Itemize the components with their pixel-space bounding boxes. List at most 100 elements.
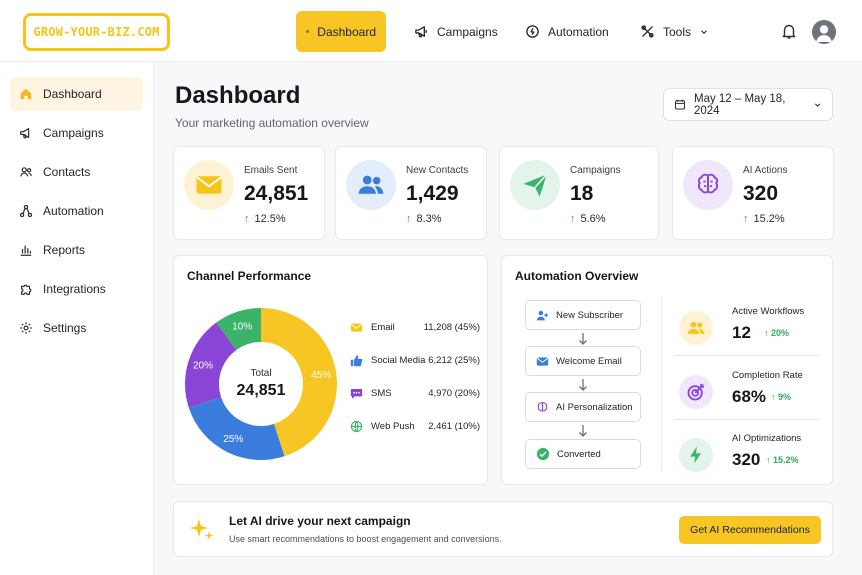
topnav-campaigns[interactable]: Campaigns [404,11,508,52]
sidebar-item-reports[interactable]: Reports [10,233,143,267]
sidebar-item-contacts[interactable]: Contacts [10,155,143,189]
get-ai-recommendations-button[interactable]: Get AI Recommendations [679,516,821,544]
thumbs-up-icon [350,354,363,366]
stat-card-ai-actions[interactable]: AI Actions 320 ↑ 15.2% [672,146,834,240]
topnav-automation[interactable]: Automation [515,11,619,52]
add-user-icon [536,310,549,320]
topnav-label: Automation [548,24,609,39]
flow-step-new-subscriber[interactable]: New Subscriber [525,300,641,330]
donut-slice-label: 20% [193,361,213,372]
sidebar-item-label: Settings [43,321,87,335]
cta-subtitle: Use smart recommendations to boost engag… [229,534,502,544]
page-subtitle: Your marketing automation overview [175,116,369,130]
flow-step-label: Welcome Email [556,355,622,367]
donut-slice-label: 25% [223,434,243,445]
envelope-icon [184,160,234,210]
stat-change: ↑ 15.2% [743,213,785,225]
logo-text: GROW-YOUR-BIZ.COM [33,25,160,39]
sidebar-item-label: Dashboard [43,87,102,101]
legend-item-email: Email 11,208 (45%) [350,318,480,336]
sidebar: Dashboard Campaigns Contacts Automation … [0,62,154,575]
legend-item-sms: SMS 4,970 (20%) [350,384,480,402]
topnav-label: Tools [663,24,692,39]
metric-change: ↑ 15.2% [766,455,799,465]
chevron-down-icon [701,29,707,34]
stat-change: ↑ 8.3% [406,213,442,225]
sidebar-item-integrations[interactable]: Integrations [10,272,143,306]
flow-step-converted[interactable]: Converted [525,439,641,469]
globe-icon [350,420,363,432]
topnav-dashboard[interactable]: Dashboard [296,11,386,52]
panel-title: Automation Overview [515,269,639,283]
arrow-down-icon [579,425,587,437]
donut-slice-label: 10% [232,321,252,332]
users-icon [679,311,713,345]
arrow-up-icon: ↑ [406,213,412,225]
stat-label: AI Actions [743,165,788,176]
check-circle-icon [536,447,550,461]
user-avatar-icon[interactable] [812,20,836,44]
brand-logo[interactable]: GROW-YOUR-BIZ.COM [23,13,170,51]
stat-label: New Contacts [406,165,469,176]
automation-icon [19,204,33,218]
stat-card-emails-sent[interactable]: Emails Sent 24,851 ↑ 12.5% [173,146,325,240]
flow-step-ai-personalization[interactable]: AI Personalization [525,392,641,422]
donut-chart: 45% 25% 20% 10% Total 24,851 [185,308,337,460]
home-icon [20,88,32,100]
sidebar-item-automation[interactable]: Automation [10,194,143,228]
legend-value: 4,970 (20%) [428,387,480,399]
sidebar-item-label: Reports [43,243,86,257]
legend-name: Web Push [371,420,415,432]
tools-icon [641,25,654,38]
arrow-up-icon: ↑ [244,213,250,225]
top-bar: GROW-YOUR-BIZ.COM Dashboard Campaigns Au… [0,0,862,62]
stat-change: ↑ 12.5% [244,213,286,225]
panel-title: Channel Performance [187,269,312,283]
sidebar-item-settings[interactable]: Settings [10,311,143,345]
date-range-picker[interactable]: May 12 – May 18, 2024 [663,88,833,121]
paper-plane-icon [510,160,560,210]
legend-value: 6,212 (25%) [428,354,480,366]
stat-value: 18 [570,182,594,205]
chat-icon [350,388,363,399]
date-range-text: May 12 – May 18, 2024 [693,92,786,117]
stat-value: 24,851 [244,182,309,205]
metric-change: ↑ 20% [764,328,790,338]
target-icon [679,375,713,409]
divider [661,296,662,471]
legend-value: 2,461 (10%) [428,420,480,432]
bell-icon[interactable] [780,22,798,40]
grid-icon [306,30,310,33]
sidebar-item-label: Integrations [43,282,106,296]
arrow-down-icon [579,333,587,345]
donut-center-label: Total [250,368,271,379]
legend-name: SMS [371,387,392,399]
contacts-icon [20,167,32,177]
channel-performance-panel: Channel Performance 45% 25% 20% 10% Total 2… [173,255,488,485]
envelope-icon [536,356,549,366]
page-title: Dashboard [175,82,301,109]
metric-value: 68% [732,387,767,406]
cta-title: Let AI drive your next campaign [229,514,411,528]
metric-label: Active Workflows [732,306,805,317]
legend-value: 11,208 (45%) [423,321,480,333]
sidebar-item-label: Contacts [43,165,91,179]
sidebar-item-dashboard[interactable]: Dashboard [10,77,143,111]
donut-hole [219,342,303,426]
topnav-tools[interactable]: Tools [630,11,719,52]
metric-value: 12 [732,323,751,342]
legend-item-web-push: Web Push 2,461 (10%) [350,417,480,435]
flow-step-welcome-email[interactable]: Welcome Email [525,346,641,376]
ai-cta-banner: Let AI drive your next campaign Use smar… [173,501,833,557]
legend-item-social-media: Social Media 6,212 (25%) [350,351,480,369]
brain-icon [537,401,548,411]
stat-card-campaigns[interactable]: Campaigns 18 ↑ 5.6% [499,146,659,240]
stat-value: 320 [743,182,779,205]
bar-chart-icon [20,245,32,256]
sidebar-item-campaigns[interactable]: Campaigns [10,116,143,150]
automation-icon [526,25,539,38]
metric-ai-optimizations: AI Optimizations 320 ↑ 15.2% [674,428,824,486]
stat-card-new-contacts[interactable]: New Contacts 1,429 ↑ 8.3% [335,146,487,240]
chevron-down-icon [814,102,821,107]
legend-name: Email [371,321,395,333]
